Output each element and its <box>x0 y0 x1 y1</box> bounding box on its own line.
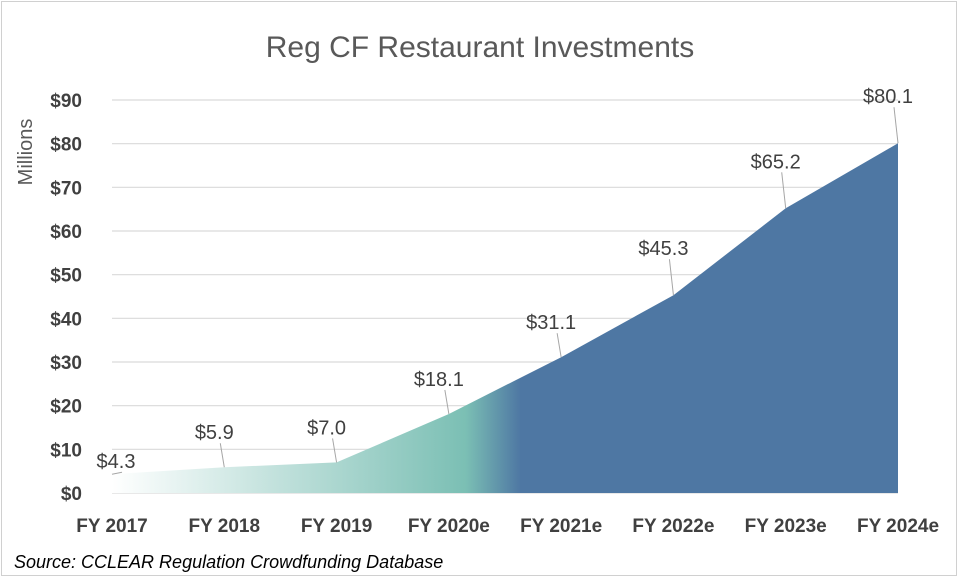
label-leader-line <box>444 389 450 415</box>
x-tick-label: FY 2022e <box>632 516 714 537</box>
label-leader-line <box>781 172 787 209</box>
y-tick-label: $50 <box>50 266 82 287</box>
y-axis-ticks: $0 $10 $20 $30 $40 $50 $60 $70 $80 $90 <box>50 91 82 505</box>
data-label: $80.1 <box>863 86 913 108</box>
y-tick-label: $90 <box>50 91 82 112</box>
y-tick-label: $80 <box>50 135 82 156</box>
x-tick-label: FY 2021e <box>520 516 602 537</box>
chart-title: Reg CF Restaurant Investments <box>266 31 695 64</box>
gridlines <box>112 99 898 494</box>
y-tick-label: $10 <box>50 440 82 461</box>
label-leader-line <box>668 259 674 296</box>
source-note: Source: CCLEAR Regulation Crowdfunding D… <box>14 552 444 572</box>
y-tick-label: $20 <box>50 397 82 418</box>
label-leader-line <box>556 333 562 358</box>
area-fill <box>112 143 898 494</box>
data-label: $7.0 <box>307 417 346 439</box>
y-tick-label: $0 <box>61 484 82 505</box>
data-label: $31.1 <box>526 312 576 334</box>
data-label: $65.2 <box>751 151 801 173</box>
label-leader-line <box>332 438 338 463</box>
x-tick-label: FY 2020e <box>408 516 490 537</box>
area-series <box>112 143 898 494</box>
x-tick-label: FY 2019 <box>301 516 372 537</box>
label-leader-line <box>893 107 899 144</box>
data-label: $45.3 <box>638 238 688 260</box>
y-tick-label: $70 <box>50 178 82 199</box>
y-tick-label: $30 <box>50 353 82 374</box>
label-leader-line <box>111 471 123 475</box>
data-labels: $4.3 $5.9 $7.0 $18.1 $31.1 $45.3 $65.2 $80.1 <box>97 86 913 475</box>
y-axis-label: Millions <box>15 119 37 186</box>
x-axis-ticks: FY 2017 FY 2018 FY 2019 FY 2020e FY 2021e FY … <box>76 516 939 537</box>
x-tick-label: FY 2017 <box>76 516 147 537</box>
data-label: $18.1 <box>414 369 464 391</box>
data-label: $4.3 <box>97 451 136 473</box>
label-leader-line <box>219 443 225 468</box>
y-tick-label: $60 <box>50 222 82 243</box>
x-tick-label: FY 2023e <box>745 516 827 537</box>
x-tick-label: FY 2018 <box>189 516 260 537</box>
x-tick-label: FY 2024e <box>857 516 939 537</box>
data-label: $5.9 <box>195 422 234 444</box>
y-tick-label: $40 <box>50 309 82 330</box>
